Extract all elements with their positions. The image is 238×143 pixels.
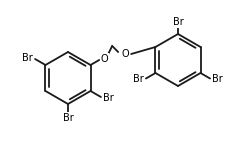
Text: Br: Br bbox=[63, 113, 73, 123]
Text: Br: Br bbox=[173, 17, 183, 27]
Text: Br: Br bbox=[103, 93, 114, 103]
Text: Br: Br bbox=[22, 53, 33, 63]
Text: Br: Br bbox=[133, 74, 144, 84]
Text: O: O bbox=[121, 49, 129, 59]
Text: O: O bbox=[100, 54, 108, 64]
Text: Br: Br bbox=[213, 74, 223, 84]
